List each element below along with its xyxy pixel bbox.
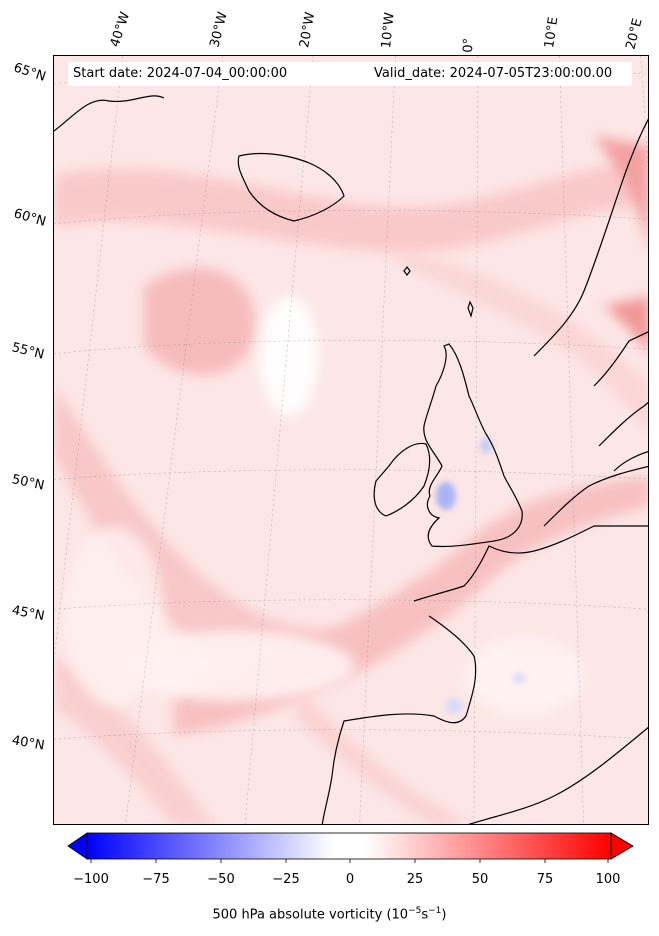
colorbar-label-close: ) <box>441 907 447 923</box>
negative-vorticity-spots <box>436 438 525 714</box>
colorbar-label-text: 500 hPa absolute vorticity (10 <box>212 907 409 923</box>
lat-label-45n: 45°N <box>10 603 46 625</box>
lon-label-10e: 10°E <box>542 15 562 49</box>
colorbar-tick: 0 <box>345 872 355 887</box>
colorbar-tick: 100 <box>595 872 621 887</box>
lon-label-20w: 20°W <box>297 11 319 50</box>
colorbar-tick: 25 <box>406 872 424 887</box>
colorbar-tick-marks <box>90 859 609 863</box>
colorbar-tick: −75 <box>142 872 170 887</box>
info-box <box>68 62 632 86</box>
colorbar-label-unit: s <box>421 907 429 923</box>
lat-label-40n: 40°N <box>10 733 46 754</box>
colorbar-max-extend <box>610 832 634 860</box>
colorbar <box>67 832 634 863</box>
vorticity-field-svg <box>54 56 648 824</box>
colorbar-label-exp2: −1 <box>428 906 442 916</box>
lat-label-65n: 65°N <box>11 60 48 85</box>
colorbar-tick: −100 <box>73 872 109 887</box>
colorbar-label: 500 hPa absolute vorticity (10−5s−1) <box>0 906 659 922</box>
lat-label-50n: 50°N <box>10 472 46 494</box>
colorbar-tick: −50 <box>207 872 235 887</box>
valid-date-label: Valid_date: 2024-07-05T23:00:00.00 <box>374 66 613 81</box>
colorbar-tick: 75 <box>536 872 554 887</box>
colorbar-tick: 50 <box>471 872 489 887</box>
lat-label-60n: 60°N <box>11 206 48 230</box>
graticule <box>54 56 648 824</box>
lon-label-20e: 20°E <box>623 17 646 51</box>
low-vorticity-regions <box>64 296 584 716</box>
lon-label-10w: 10°W <box>379 11 398 50</box>
lon-label-30w: 30°W <box>207 10 231 49</box>
start-date-label: Start date: 2024-07-04_00:00:00 <box>73 66 288 81</box>
vorticity-map <box>53 55 649 825</box>
lat-label-55n: 55°N <box>10 340 46 363</box>
colorbar-label-exp1: −5 <box>408 906 422 916</box>
colorbar-tick: −25 <box>272 872 300 887</box>
lon-label-0: 0° <box>461 37 477 53</box>
colorbar-gradient <box>86 832 612 860</box>
coastlines <box>54 95 648 824</box>
lon-label-40w: 40°W <box>107 10 134 49</box>
colorbar-min-extend <box>67 832 88 860</box>
